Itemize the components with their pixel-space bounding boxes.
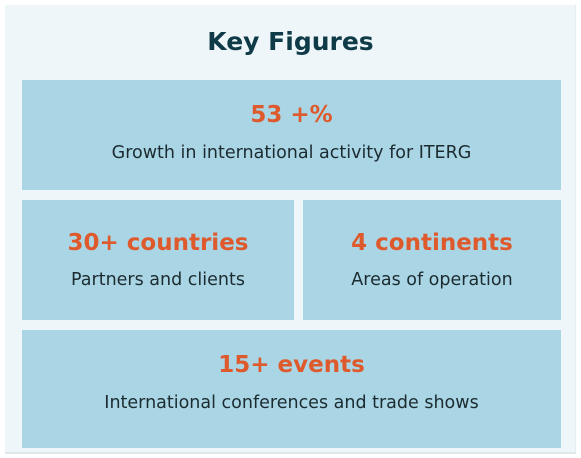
- figure-value: 30+ countries: [67, 230, 249, 256]
- figure-card: 15+ events International conferences and…: [22, 330, 561, 448]
- figure-value: 15+ events: [218, 352, 365, 378]
- figure-label: International conferences and trade show…: [104, 393, 479, 413]
- figure-card: 30+ countries Partners and clients: [22, 200, 294, 320]
- figure-value: 4 continents: [351, 230, 513, 256]
- title: Key Figures: [207, 27, 374, 56]
- key-figures-panel: Key Figures 53 +% Growth in internationa…: [5, 5, 576, 454]
- figure-label: Areas of operation: [351, 270, 513, 290]
- figure-card: 4 continents Areas of operation: [303, 200, 561, 320]
- figure-value: 53 +%: [250, 102, 333, 128]
- figure-label: Growth in international activity for ITE…: [111, 143, 472, 163]
- figure-card: 53 +% Growth in international activity f…: [22, 80, 561, 190]
- figure-label: Partners and clients: [71, 270, 245, 290]
